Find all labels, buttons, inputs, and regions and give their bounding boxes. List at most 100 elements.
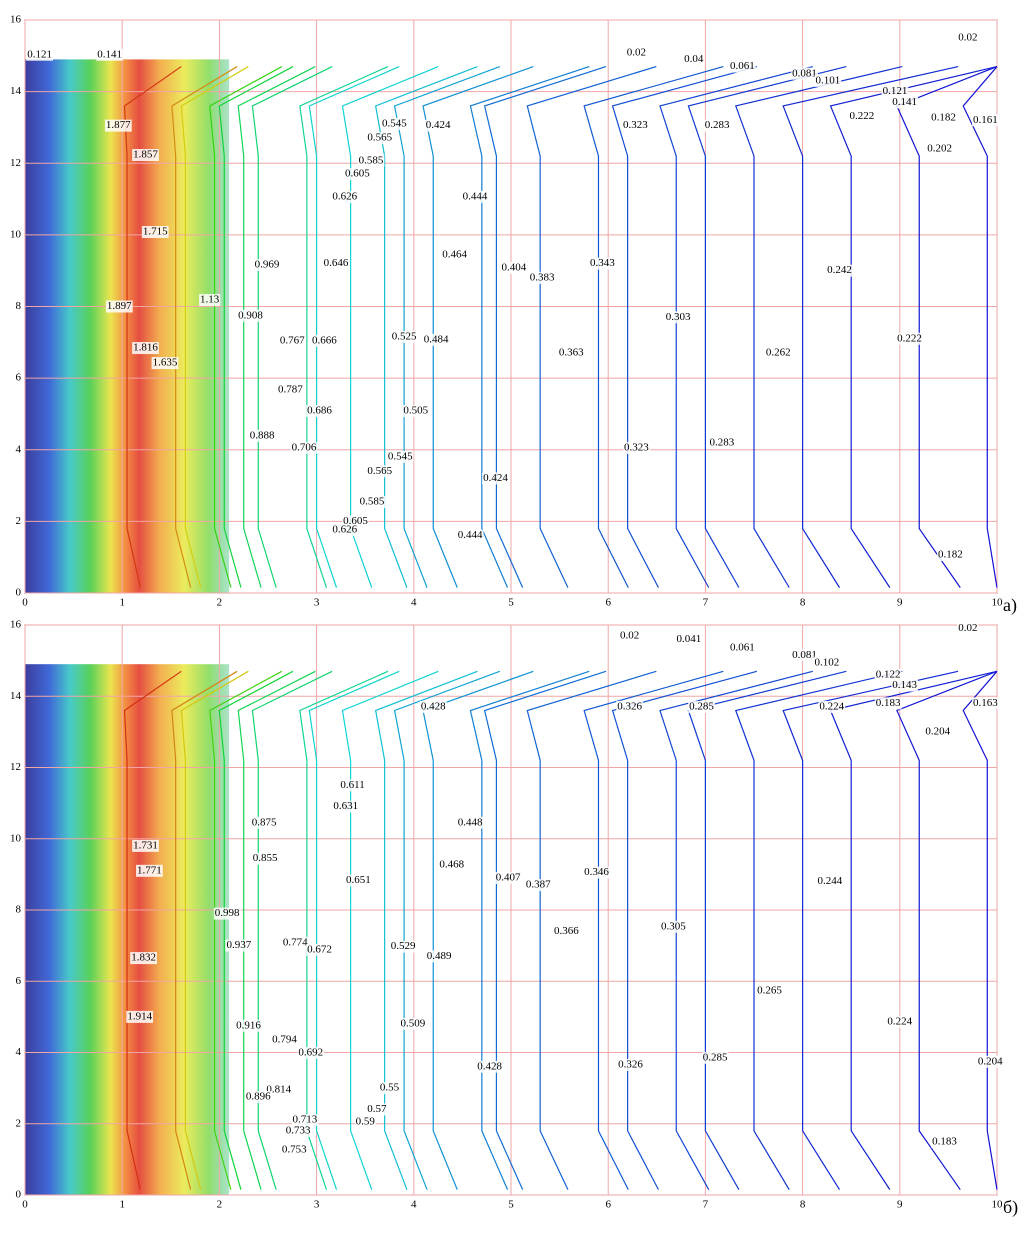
- label-bg: [623, 441, 650, 454]
- label-bg: [756, 984, 783, 997]
- contour-label: 0.224: [819, 700, 844, 712]
- contour-label: 0.692: [298, 1046, 323, 1058]
- contour-label: 1.715: [143, 226, 168, 238]
- contour-label: 1.914: [127, 1010, 152, 1022]
- y-tick-label: 6: [16, 372, 22, 384]
- panel-label: а): [1003, 595, 1017, 616]
- y-tick-label: 2: [16, 1117, 22, 1129]
- x-tick-label: 5: [508, 597, 514, 609]
- contour-label: 0.02: [958, 31, 977, 43]
- contour-line: [180, 66, 249, 588]
- contour-label: 0.224: [887, 1015, 912, 1027]
- contour-label: 0.896: [246, 1091, 271, 1103]
- contour-label: 1.877: [106, 119, 131, 131]
- y-tick-label: 10: [10, 832, 22, 844]
- contour-line: [308, 66, 400, 588]
- label-bg: [278, 334, 306, 347]
- label-bg: [826, 264, 853, 277]
- label-bg: [425, 950, 453, 963]
- label-bg: [105, 300, 133, 313]
- contour-label: 0.183: [932, 1135, 957, 1147]
- panel: 0 1 2 3 4 5 6 7 8 9 1002468101214160.4440.4640.404…: [10, 14, 1017, 617]
- y-tick-label: 12: [10, 761, 21, 773]
- label-bg: [132, 839, 159, 852]
- contour-line: [734, 670, 903, 1190]
- y-tick-label: 2: [16, 515, 22, 527]
- contour-label: 0.713: [293, 1114, 318, 1126]
- contour-label: 0.404: [502, 261, 527, 273]
- x-tick-label: 8: [800, 1199, 806, 1211]
- contour-line: [180, 670, 249, 1190]
- label-bg: [366, 132, 394, 145]
- contour-label: 0.285: [703, 1051, 728, 1063]
- x-tick-label: 7: [703, 1199, 709, 1211]
- contour-label: 0.57: [367, 1103, 387, 1115]
- x-tick-label: 8: [800, 597, 806, 609]
- label-bg: [344, 167, 371, 180]
- contour-label: 0.468: [439, 858, 464, 870]
- contour-label: 0.545: [388, 450, 413, 462]
- contour-label: 0.121: [883, 85, 908, 97]
- contour-line: [123, 670, 182, 1190]
- contour-line: [374, 670, 478, 1190]
- label-bg: [281, 936, 309, 949]
- contour-label: 0.937: [226, 939, 251, 951]
- contour-label: 0.626: [332, 524, 357, 536]
- label-bg: [96, 48, 123, 61]
- x-tick-label: 6: [605, 1199, 611, 1211]
- x-tick-label: 3: [314, 597, 320, 609]
- contour-line: [393, 670, 501, 1190]
- y-tick-label: 8: [16, 300, 22, 312]
- contour-label: 0.666: [312, 334, 337, 346]
- label-bg: [553, 925, 580, 938]
- label-bg: [251, 852, 279, 865]
- contour-line: [611, 65, 758, 588]
- contour-label: 0.969: [255, 258, 280, 270]
- x-tick-label: 10: [992, 1199, 1004, 1211]
- label-bg: [659, 920, 687, 933]
- contour-line: [659, 670, 813, 1190]
- contour-label: 0.585: [359, 154, 384, 166]
- x-tick-label: 1: [119, 1199, 125, 1211]
- label-bg: [456, 529, 484, 542]
- contour-line: [251, 670, 333, 1190]
- contour-line: [393, 65, 501, 588]
- contour-label: 0.383: [530, 271, 555, 283]
- label-bg: [438, 858, 466, 871]
- x-tick-label: 5: [508, 1199, 514, 1211]
- contour-line: [687, 670, 847, 1190]
- contour-line: [687, 65, 847, 588]
- contour-label: 0.875: [252, 816, 277, 828]
- contour-label: 0.55: [380, 1082, 400, 1094]
- contour-label: 0.041: [677, 633, 702, 645]
- contour-label: 0.283: [705, 119, 730, 131]
- contour-label: 0.204: [925, 725, 950, 737]
- label-bg: [886, 1015, 914, 1028]
- label-bg: [688, 700, 715, 713]
- contour-line: [483, 65, 607, 588]
- label-bg: [791, 67, 818, 80]
- label-bg: [971, 114, 999, 127]
- contour-line: [782, 65, 959, 588]
- label-bg: [456, 816, 484, 829]
- label-bg: [728, 60, 756, 73]
- contour-label: 0.908: [238, 309, 263, 321]
- contour-label: 0.182: [931, 111, 956, 123]
- label-bg: [930, 111, 957, 124]
- contour-label: 0.143: [892, 679, 917, 691]
- contour-label: 0.424: [426, 119, 451, 131]
- label-bg: [419, 700, 447, 713]
- contour-label: 0.02: [627, 46, 646, 58]
- y-tick-label: 0: [16, 1189, 22, 1201]
- label-bg: [271, 1034, 298, 1047]
- contour-label: 0.509: [400, 1018, 425, 1030]
- label-bg: [891, 96, 919, 109]
- label-bg: [874, 668, 902, 681]
- label-bg: [306, 943, 333, 956]
- contour-line: [526, 65, 657, 588]
- contour-line: [341, 670, 439, 1190]
- contour-label: 0.262: [766, 347, 791, 359]
- contour-label: 0.565: [367, 132, 392, 144]
- contour-label: 0.407: [496, 871, 521, 883]
- contour-label: 0.161: [973, 114, 998, 126]
